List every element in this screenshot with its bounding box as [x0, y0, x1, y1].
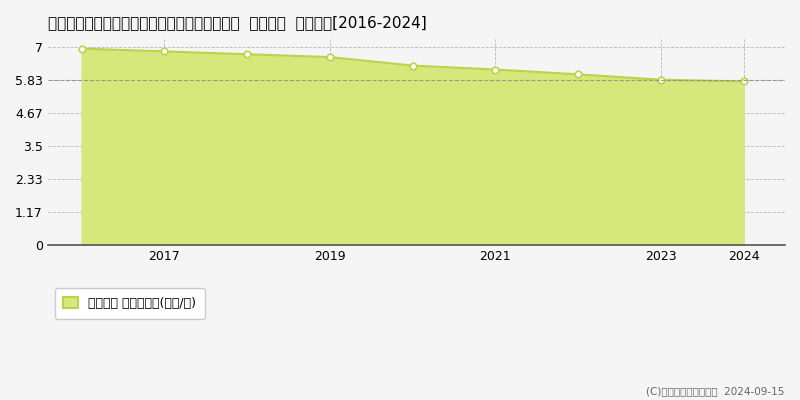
Point: [323, 54, 336, 60]
Point: [241, 51, 254, 58]
Legend: 地価公示 平均坪単価(万円/坪): 地価公示 平均坪単価(万円/坪): [54, 288, 205, 319]
Point: [738, 78, 750, 85]
Point: [406, 62, 419, 69]
Point: [572, 71, 585, 78]
Point: [489, 66, 502, 73]
Text: 栃木県栃木市西方町金崎字木ノ下２８８番１外  地価公示  地価推移[2016-2024]: 栃木県栃木市西方町金崎字木ノ下２８８番１外 地価公示 地価推移[2016-202…: [49, 15, 427, 30]
Text: (C)土地価格ドットコム  2024-09-15: (C)土地価格ドットコム 2024-09-15: [646, 386, 784, 396]
Point: [75, 45, 88, 52]
Point: [654, 76, 667, 83]
Point: [158, 48, 170, 55]
